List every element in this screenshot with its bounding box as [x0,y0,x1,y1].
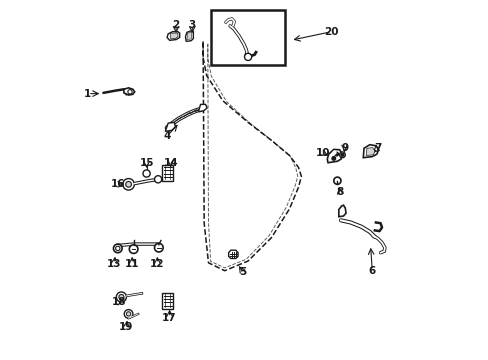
Text: 9: 9 [340,143,347,153]
Circle shape [129,245,138,253]
Polygon shape [228,250,238,258]
Polygon shape [123,88,134,95]
Text: 3: 3 [188,20,196,30]
Circle shape [333,177,340,184]
Circle shape [113,244,122,253]
Text: 15: 15 [139,158,154,168]
Circle shape [115,246,120,251]
Circle shape [119,294,123,300]
Bar [211,10,285,65]
Text: 12: 12 [150,258,164,269]
Polygon shape [366,148,374,156]
Text: 5: 5 [239,267,246,277]
Circle shape [142,170,150,177]
Polygon shape [165,122,175,131]
Text: 7: 7 [373,143,381,153]
Polygon shape [198,104,206,112]
Polygon shape [185,31,193,41]
Text: 19: 19 [119,322,133,332]
Circle shape [331,157,335,160]
Polygon shape [167,32,179,40]
Text: 20: 20 [324,27,338,37]
Text: 13: 13 [107,258,121,269]
Circle shape [124,310,133,318]
Text: 4: 4 [163,131,170,141]
Bar [162,165,173,181]
Circle shape [127,90,132,94]
Circle shape [244,53,251,60]
Polygon shape [338,205,346,217]
Circle shape [116,292,126,302]
Polygon shape [186,32,192,40]
Text: 18: 18 [112,297,126,307]
Bar [162,293,173,309]
Polygon shape [170,33,178,39]
Text: 17: 17 [162,312,177,323]
Circle shape [334,152,338,156]
Text: 2: 2 [172,20,180,30]
Polygon shape [326,149,342,163]
Circle shape [339,152,345,158]
Text: 6: 6 [368,266,375,276]
Circle shape [340,153,343,156]
Text: 1: 1 [84,89,91,99]
Circle shape [126,312,130,316]
Circle shape [122,179,134,190]
Text: 11: 11 [124,258,139,269]
Polygon shape [363,145,378,158]
Text: 10: 10 [315,148,329,158]
Circle shape [154,176,162,183]
Circle shape [154,243,163,252]
Text: 8: 8 [336,186,343,197]
Circle shape [125,181,131,187]
Text: 16: 16 [110,179,125,189]
Circle shape [332,151,335,154]
Text: 14: 14 [163,158,178,168]
